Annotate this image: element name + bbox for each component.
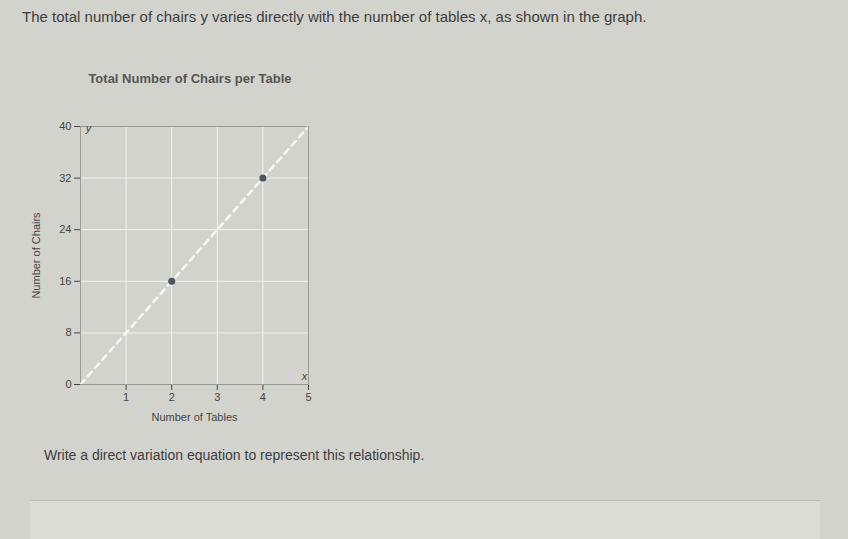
svg-text:16: 16 [59,275,71,287]
html-text:Total Number of Chairs per Tab: Total Number of Chairs per Table [88,71,292,86]
svg-text:5: 5 [305,391,311,403]
svg-text:8: 8 [65,326,71,338]
svg-text:Number of Tables: Number of Tables [151,411,238,423]
html-text:The total number of chairs y v: The total number of chairs y varies dire… [22,8,647,25]
svg-text:40: 40 [59,120,71,132]
svg-text:4: 4 [260,391,266,403]
svg-text:3: 3 [214,391,220,403]
svg-text:2: 2 [169,391,175,403]
html-text:Write a direct variation equat: Write a direct variation equation to rep… [44,447,425,463]
svg-text:x: x [301,370,308,382]
svg-text:Number of Chairs: Number of Chairs [30,212,42,299]
svg-text:y: y [85,122,93,134]
svg-text:24: 24 [59,223,71,235]
svg-text:32: 32 [59,172,71,184]
svg-text:1: 1 [123,391,129,403]
svg-text:0: 0 [65,378,71,390]
